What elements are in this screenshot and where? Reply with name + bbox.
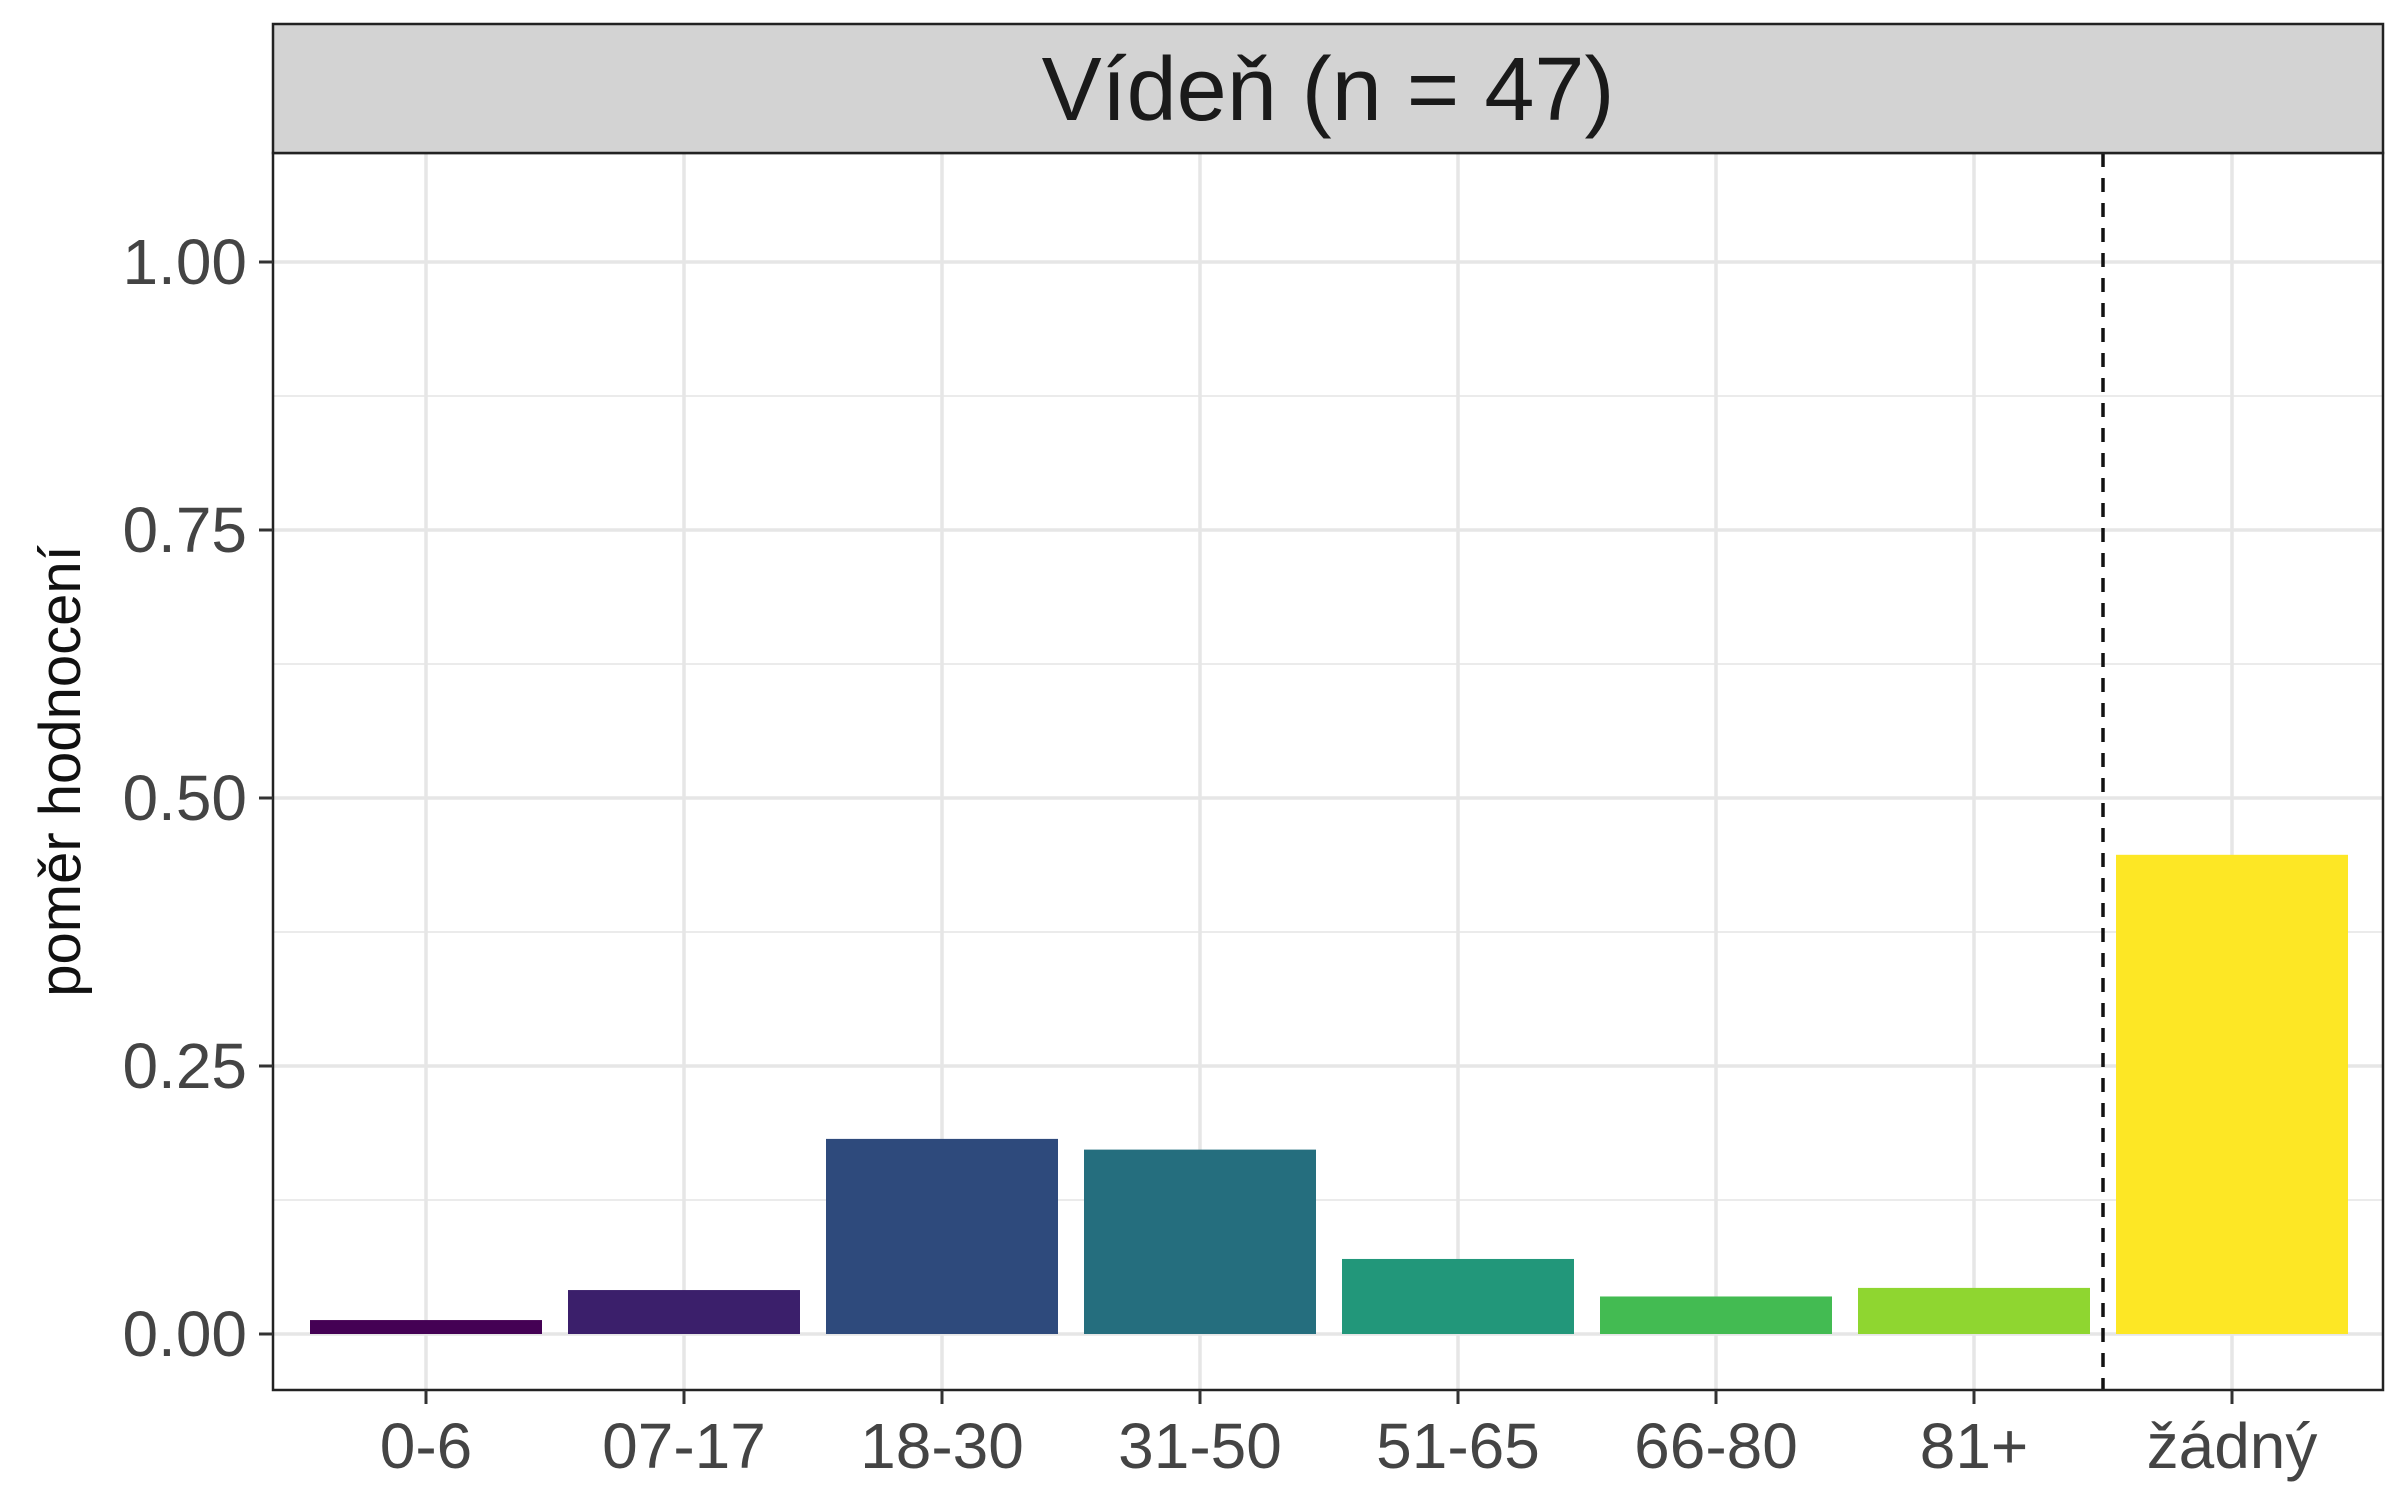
y-axis: 0.00 0.25 0.50 0.75 1.00 (122, 226, 273, 1370)
plot-panel (273, 153, 2383, 1390)
facet-strip (271, 22, 2385, 155)
x-tick-label: 66-80 (1634, 1410, 1798, 1482)
bar-žádný (2116, 854, 2348, 1334)
bar-07-17 (568, 1290, 800, 1334)
x-tick-label: žádný (2147, 1410, 2318, 1482)
bars (310, 854, 2348, 1334)
x-tick-label: 0-6 (380, 1410, 473, 1482)
y-axis-label: poměr hodnocení (28, 545, 93, 996)
bar-0-6 (310, 1320, 542, 1334)
y-tick-label: 0.50 (122, 762, 247, 834)
x-tick-label: 07-17 (602, 1410, 766, 1482)
x-tick-label: 81+ (1920, 1410, 2029, 1482)
y-tick-label: 0.00 (122, 1298, 247, 1370)
bar-66-80 (1600, 1296, 1832, 1334)
bar-81+ (1858, 1287, 2090, 1334)
bar-51-65 (1342, 1258, 1574, 1334)
y-tick-label: 0.25 (122, 1030, 247, 1102)
y-tick-label: 1.00 (122, 226, 247, 298)
bar-31-50 (1084, 1149, 1316, 1334)
x-axis: 0-6 07-17 18-30 31-50 51-65 66-80 81+ žádný (380, 1390, 2318, 1482)
y-tick-label: 0.75 (122, 494, 247, 566)
bar-18-30 (826, 1138, 1058, 1334)
facet-title: Vídeň (n = 47) (1042, 40, 1615, 140)
x-tick-label: 31-50 (1118, 1410, 1282, 1482)
x-tick-label: 51-65 (1376, 1410, 1540, 1482)
x-tick-label: 18-30 (860, 1410, 1024, 1482)
